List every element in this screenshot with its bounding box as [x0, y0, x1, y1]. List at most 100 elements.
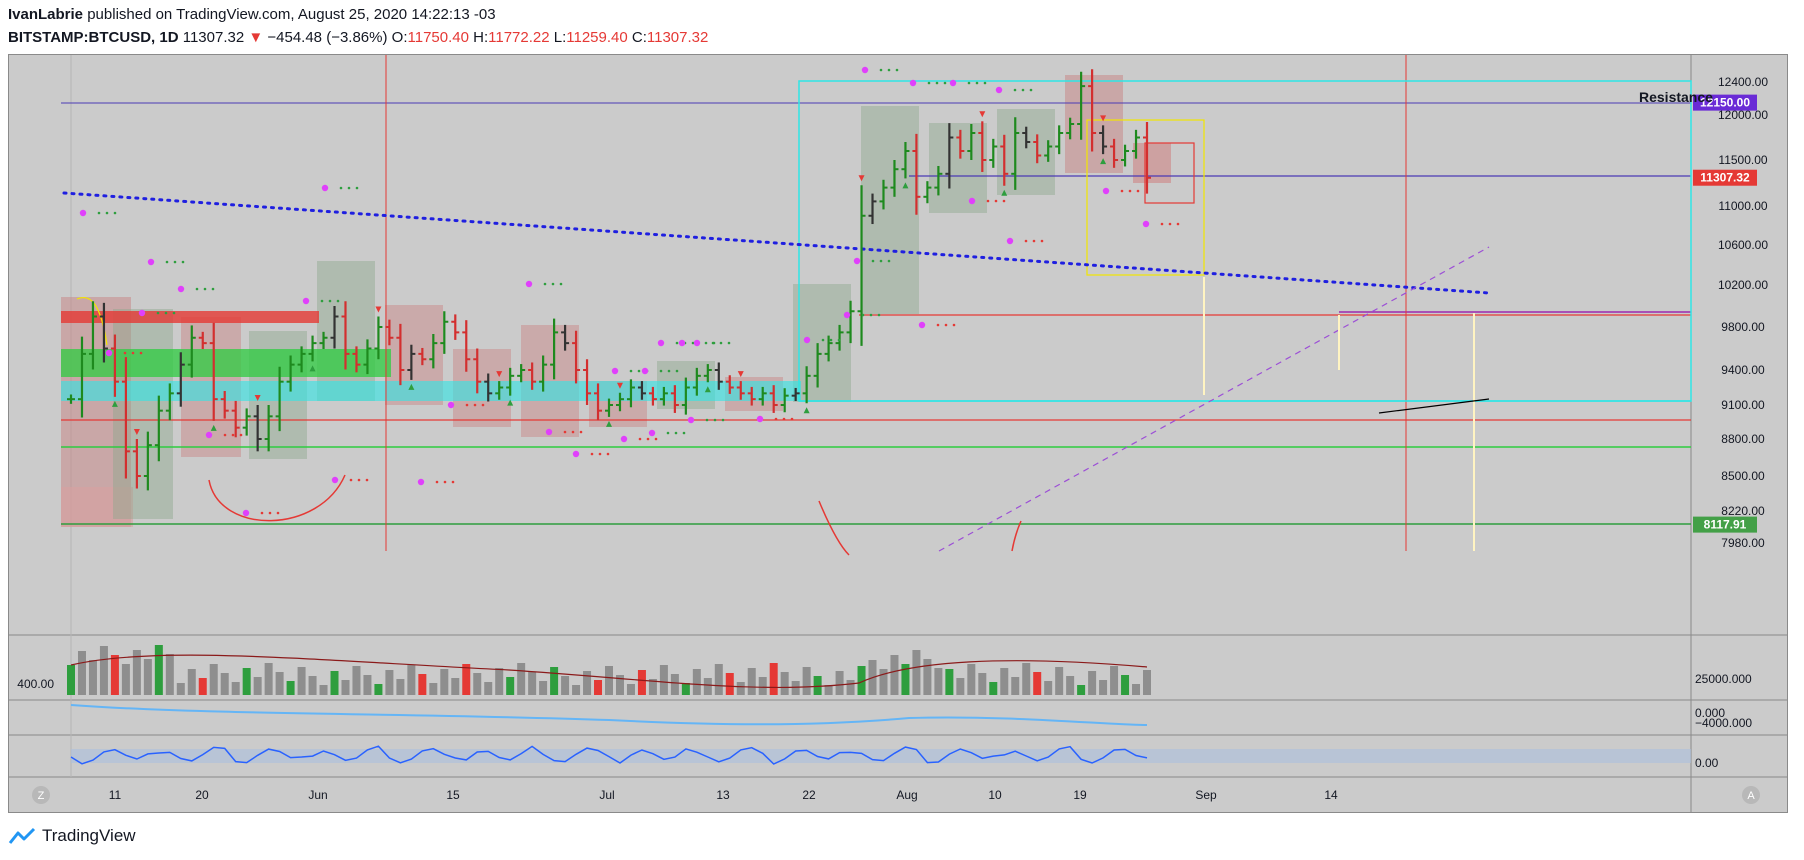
signal-dot[interactable] — [611, 367, 649, 375]
ohlc-bar[interactable] — [583, 359, 592, 405]
ohlc-bar[interactable] — [407, 344, 416, 380]
ohlc-bar[interactable] — [165, 383, 174, 421]
ohlc-bar[interactable] — [1011, 117, 1020, 190]
ohlc-bar[interactable] — [88, 301, 97, 370]
ohlc-bar[interactable] — [868, 193, 877, 225]
ohlc-bar[interactable] — [330, 306, 339, 349]
signal-dot[interactable] — [147, 258, 185, 266]
signal-dot[interactable] — [302, 297, 340, 305]
ohlc-bar[interactable] — [121, 357, 130, 479]
ohlc-bar[interactable] — [341, 301, 350, 370]
ohlc-bar[interactable] — [418, 347, 427, 366]
arc-drawing[interactable] — [76, 297, 108, 346]
ohlc-bar[interactable] — [352, 346, 361, 373]
ohlc-bar[interactable] — [791, 387, 800, 402]
ohlc-bar[interactable] — [572, 330, 581, 384]
ohlc-bar[interactable] — [780, 388, 789, 413]
ohlc-bar[interactable] — [824, 335, 833, 362]
ohlc-bar[interactable] — [1110, 138, 1119, 168]
ohlc-bar[interactable] — [132, 439, 141, 489]
trend-line[interactable] — [62, 191, 1491, 295]
target-box[interactable] — [1086, 119, 1205, 276]
ohlc-bar[interactable] — [802, 366, 811, 404]
signal-dot[interactable] — [803, 336, 841, 344]
range-box[interactable] — [798, 80, 1692, 402]
ohlc-bar[interactable] — [473, 348, 482, 394]
ohlc-bar[interactable] — [561, 324, 570, 351]
ohlc-bar[interactable] — [385, 319, 394, 346]
ohlc-bar[interactable] — [637, 381, 646, 400]
ohlc-bar[interactable] — [77, 336, 86, 418]
ohlc-bar[interactable] — [517, 364, 526, 383]
ohlc-bar[interactable] — [923, 181, 932, 204]
price-badge[interactable]: 12150.00 — [1693, 94, 1757, 111]
price-badge[interactable]: 8117.91 — [1693, 516, 1757, 533]
signal-dot[interactable] — [1006, 237, 1044, 245]
signal-dot[interactable] — [417, 478, 455, 486]
ohlc-bar[interactable] — [220, 391, 229, 419]
signal-dot[interactable] — [105, 349, 143, 357]
signal-dot[interactable] — [648, 429, 686, 437]
ohlc-bar[interactable] — [1143, 121, 1151, 194]
ohlc-bar[interactable] — [319, 331, 328, 350]
ohlc-bar[interactable] — [758, 386, 767, 406]
ohlc-bar[interactable] — [747, 386, 756, 406]
signal-dot[interactable] — [138, 309, 176, 317]
ohlc-bar[interactable] — [1088, 69, 1097, 152]
ohlc-bar[interactable] — [462, 320, 471, 372]
ohlc-bar[interactable] — [484, 373, 493, 402]
ohlc-bar[interactable] — [110, 334, 119, 397]
ohlc-bar[interactable] — [769, 385, 778, 413]
ohlc-bar[interactable] — [1000, 134, 1009, 186]
ohlc-bar[interactable] — [506, 367, 515, 396]
ohlc-bar[interactable] — [934, 165, 943, 196]
signal-dot[interactable] — [909, 79, 947, 87]
ohlc-bar[interactable] — [813, 343, 822, 388]
ohlc-bar[interactable] — [1033, 134, 1042, 164]
ohlc-bar[interactable] — [176, 352, 185, 407]
chart-frame[interactable]: 12400.00 12000.00 11500.00 11000.00 10600.00… — [8, 54, 1788, 813]
ohlc-bar[interactable] — [143, 431, 152, 491]
signal-dot[interactable] — [843, 311, 881, 319]
ohlc-bar[interactable] — [736, 381, 745, 400]
signal-dot[interactable] — [995, 86, 1033, 94]
tradingview-footer[interactable]: TradingView — [8, 826, 136, 846]
signal-dot[interactable] — [205, 431, 243, 439]
ohlc-bar[interactable] — [67, 394, 75, 404]
signal-dot[interactable] — [641, 367, 679, 375]
black-line[interactable] — [1378, 398, 1490, 414]
ohlc-bar[interactable] — [901, 142, 910, 179]
resistance-label[interactable]: Resistance — [1639, 89, 1713, 105]
signal-dot[interactable] — [687, 416, 725, 424]
ohlc-bar[interactable] — [1022, 126, 1031, 149]
signal-dot[interactable] — [853, 257, 891, 265]
signal-dot[interactable] — [949, 79, 987, 87]
ohlc-bar[interactable] — [154, 395, 163, 462]
ohlc-bar[interactable] — [648, 386, 657, 406]
signal-dot[interactable] — [968, 197, 1006, 205]
ohlc-bar[interactable] — [187, 325, 196, 378]
ohlc-bar[interactable] — [396, 323, 405, 386]
ohlc-bar[interactable] — [725, 375, 734, 394]
ohlc-bar[interactable] — [1077, 71, 1086, 140]
ohlc-bar[interactable] — [264, 405, 273, 452]
signal-dot[interactable] — [657, 339, 695, 347]
ohlc-bar[interactable] — [879, 179, 888, 210]
ohlc-bar[interactable] — [451, 314, 460, 340]
ohlc-bar[interactable] — [495, 381, 504, 400]
ohlc-bar[interactable] — [242, 408, 251, 436]
signal-dot[interactable] — [918, 321, 956, 329]
ohlc-bar[interactable] — [374, 316, 383, 360]
ohlc-bar[interactable] — [275, 366, 284, 432]
ohlc-bar[interactable] — [1055, 125, 1064, 155]
ohlc-bar[interactable] — [605, 398, 613, 417]
signal-dot[interactable] — [525, 280, 563, 288]
ohlc-bar[interactable] — [231, 400, 240, 438]
ohlc-bar[interactable] — [890, 160, 899, 197]
signal-dot[interactable] — [79, 209, 117, 217]
signal-dot[interactable] — [321, 184, 359, 192]
ohlc-bar[interactable] — [539, 355, 548, 392]
signal-dot[interactable] — [861, 66, 899, 74]
ohlc-bar[interactable] — [659, 386, 668, 406]
ohlc-bar[interactable] — [967, 124, 976, 160]
